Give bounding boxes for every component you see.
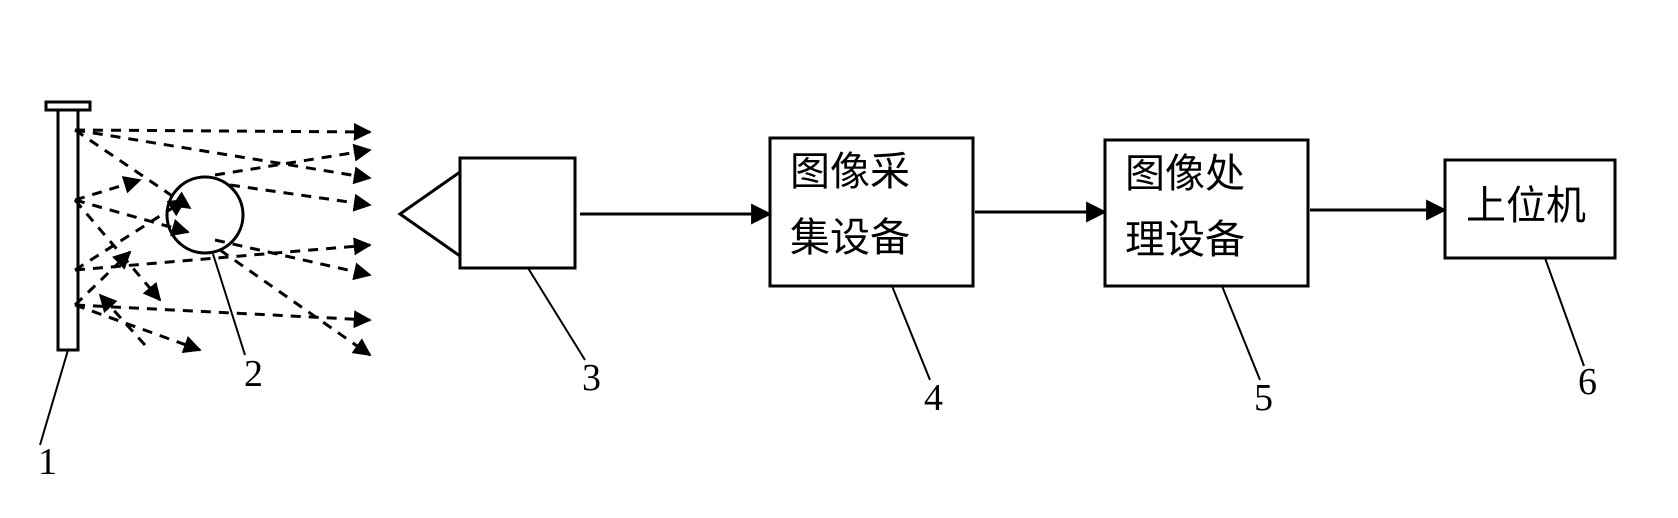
light-ray [75,180,140,200]
leader-line-2 [213,254,245,355]
camera-lens [400,172,460,256]
num-label-4: 4 [924,376,943,420]
light-ray [100,295,145,345]
number-leaders-group [40,254,1584,445]
leader-line-4 [892,286,930,380]
box4-line1: 图像采 [790,150,910,194]
light-rays-group [75,130,370,355]
num-label-1: 1 [38,440,57,484]
light-ray [75,130,370,132]
light-ray [75,200,160,300]
diagram-canvas: 图像采 集设备 图像处 理设备 上位机 1 2 3 4 5 6 [0,0,1678,518]
leader-line-3 [528,268,585,360]
light-ray [75,252,130,305]
solid-arrows-group [580,210,1445,214]
box6-label: 上位机 [1466,184,1586,228]
detector-cap [46,102,90,110]
leader-line-5 [1222,286,1260,380]
num-label-3: 3 [582,356,601,400]
leader-line-1 [40,350,68,445]
num-label-6: 6 [1578,360,1597,404]
box4-line2: 集设备 [790,216,910,260]
num-label-2: 2 [244,352,263,396]
light-ray [215,150,370,175]
light-ray [230,185,370,205]
light-ray [75,200,188,232]
light-ray [75,305,200,350]
light-ray [75,130,370,178]
camera-body [460,158,575,268]
detector-body [58,110,78,350]
num-label-5: 5 [1254,376,1273,420]
box5-line1: 图像处 [1125,152,1245,196]
box5-line2: 理设备 [1125,218,1245,262]
leader-line-6 [1545,258,1584,366]
light-ray [220,250,370,355]
object-circle [167,177,243,253]
